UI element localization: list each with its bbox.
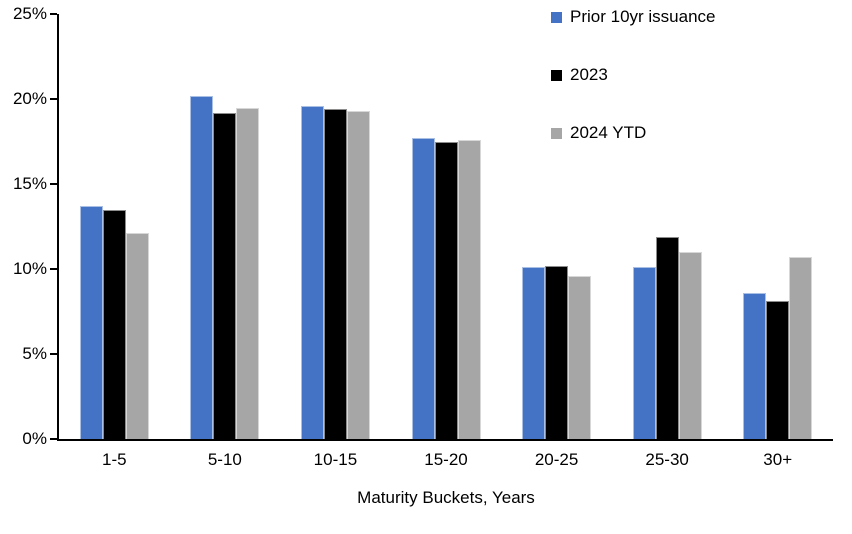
bar-2023-5-10: [213, 112, 237, 439]
bar-prior-10yr-issuance-5-10: [190, 95, 214, 439]
legend-item-2024-ytd: 2024 YTD: [551, 123, 716, 143]
y-axis-tick: [50, 98, 57, 100]
bar-2024-ytd-10-15: [346, 110, 370, 439]
bar-prior-10yr-issuance-1-5: [79, 206, 103, 439]
bar-2023-1-5: [102, 209, 126, 439]
y-axis-tick-label: 15%: [12, 174, 47, 193]
legend-label: 2024 YTD: [570, 123, 647, 142]
y-axis-tick-label: 25%: [12, 4, 47, 23]
plot-area: [50, 13, 833, 441]
bar-prior-10yr-issuance-20-25: [522, 267, 546, 439]
bar-2023-20-25: [545, 265, 569, 439]
bar-prior-10yr-issuance-25-30: [632, 267, 656, 439]
x-axis-tick-label: 5-10: [207, 450, 242, 469]
y-axis-tick: [50, 438, 57, 440]
bar-2024-ytd-5-10: [236, 107, 260, 439]
y-axis-tick: [50, 268, 57, 270]
y-axis-tick-label: 10%: [12, 259, 47, 278]
x-axis-tick-label: 30+: [763, 450, 793, 469]
bar-prior-10yr-issuance-30-: [743, 292, 767, 439]
y-axis-tick: [50, 183, 57, 185]
x-axis-tick-label: 15-20: [424, 450, 468, 469]
bar-2023-10-15: [323, 109, 347, 439]
bar-prior-10yr-issuance-10-15: [300, 105, 324, 439]
legend-label: Prior 10yr issuance: [570, 7, 716, 26]
legend-marker-icon: [551, 127, 562, 139]
x-axis-tick-label: 10-15: [313, 450, 358, 469]
bar-2024-ytd-30-: [789, 257, 813, 439]
legend-marker-icon: [551, 69, 562, 81]
bar-2024-ytd-1-5: [125, 233, 149, 439]
y-axis-tick: [50, 353, 57, 355]
bar-2023-15-20: [434, 141, 458, 439]
x-axis-tick-label: 20-25: [534, 450, 579, 469]
bar-2023-30-: [766, 301, 790, 439]
x-axis-tick-label: 1-5: [101, 450, 127, 469]
legend-marker-icon: [551, 11, 562, 23]
x-axis-tick-label: 25-30: [645, 450, 689, 469]
bar-2023-25-30: [655, 236, 679, 439]
legend-item-2023: 2023: [551, 65, 716, 85]
bar-prior-10yr-issuance-15-20: [411, 138, 435, 439]
bar-2024-ytd-25-30: [678, 252, 702, 439]
y-axis-tick: [50, 13, 57, 15]
y-axis-tick-label: 20%: [12, 89, 47, 108]
y-axis-tick-label: 5%: [22, 344, 47, 363]
bar-2024-ytd-15-20: [457, 139, 481, 439]
legend: Prior 10yr issuance 2023 2024 YTD: [551, 7, 716, 143]
legend-item-prior-10yr-issuance: Prior 10yr issuance: [551, 7, 716, 27]
bar-2024-ytd-20-25: [568, 275, 592, 439]
legend-label: 2023: [570, 65, 608, 84]
x-axis-title: Maturity Buckets, Years: [357, 488, 535, 507]
y-axis-tick-label: 0%: [22, 429, 47, 448]
